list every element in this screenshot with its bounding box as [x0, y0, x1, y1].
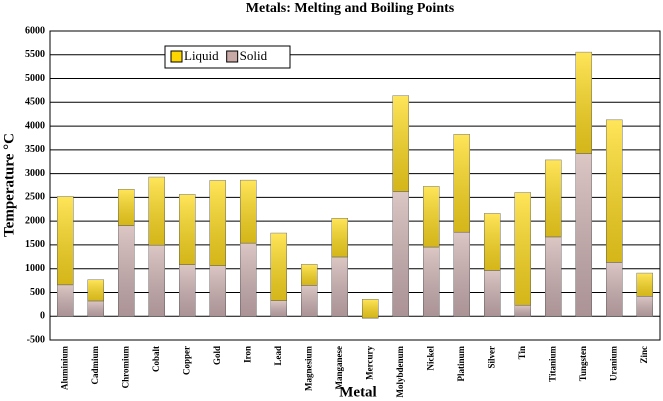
x-axis-label: Metal — [339, 384, 376, 400]
bar-shade — [209, 180, 226, 266]
bar-shade — [636, 273, 653, 297]
bar-shade — [484, 213, 501, 271]
bar-shade — [514, 192, 531, 306]
bar-shade — [57, 284, 74, 317]
bar-shade — [118, 189, 135, 226]
x-tick-label: Gold — [212, 346, 222, 365]
bar-shade — [575, 52, 592, 154]
y-tick-label: 3500 — [25, 144, 45, 155]
x-tick-label: Copper — [181, 346, 191, 375]
bar-shade — [331, 218, 348, 257]
bar-shade — [514, 305, 531, 317]
x-tick-label: Tungsten — [578, 346, 588, 381]
bar-shade — [331, 256, 348, 317]
bar-shade — [270, 300, 287, 317]
bar-shade — [87, 279, 104, 301]
bar-shade — [545, 159, 562, 237]
bar-shade — [392, 191, 409, 317]
bar-shade — [179, 264, 196, 317]
x-tick-label: Mercury — [364, 346, 374, 380]
bar-shade — [423, 186, 440, 248]
x-tick-label: Uranium — [608, 346, 618, 382]
legend-swatch — [170, 50, 183, 63]
bar-shade — [606, 262, 623, 317]
bar-shade — [179, 194, 196, 265]
legend-label: Liquid — [184, 48, 219, 63]
bar-shade — [240, 180, 257, 244]
x-tick-label: Cobalt — [151, 346, 161, 372]
x-tick-label: Manganese — [334, 346, 344, 390]
legend-label: Solid — [240, 48, 268, 63]
bar-shade — [392, 95, 409, 192]
x-tick-label: Magnesium — [303, 345, 313, 391]
y-tick-label: 4500 — [25, 97, 45, 108]
x-tick-label: Titanium — [547, 346, 557, 382]
y-tick-label: 5000 — [25, 73, 45, 84]
y-tick-label: 1500 — [25, 239, 45, 250]
x-tick-label: Chromium — [120, 346, 130, 389]
bar-shade — [301, 285, 318, 317]
bar-shade — [362, 299, 379, 319]
bar-shade — [453, 232, 470, 317]
x-tick-label: Molybdenum — [395, 346, 405, 398]
bar-shade — [453, 134, 470, 233]
y-tick-label: 5500 — [25, 49, 45, 60]
bar-shade — [57, 196, 74, 285]
x-tick-label: Tin — [517, 346, 527, 359]
plot-area — [49, 30, 661, 341]
y-tick-label: 0 — [40, 311, 45, 322]
bar-shade — [423, 247, 440, 317]
bar-shade — [118, 225, 135, 317]
bar-shade — [270, 233, 287, 301]
y-tick-label: 4000 — [25, 120, 45, 131]
y-tick-label: 3000 — [25, 168, 45, 179]
bar-shade — [148, 177, 165, 246]
y-tick-label: -500 — [27, 334, 45, 345]
bar-shade — [545, 236, 562, 317]
bar-shade — [484, 270, 501, 317]
bar-shade — [606, 119, 623, 263]
x-tick-label: Aluminium — [59, 346, 69, 391]
bar-shade — [209, 265, 226, 317]
y-tick-label: 500 — [30, 287, 45, 298]
x-tick-label: Lead — [273, 346, 283, 366]
bar-shade — [240, 243, 257, 317]
y-tick-label: 6000 — [25, 25, 45, 36]
chart-title: Metals: Melting and Boiling Points — [246, 1, 455, 16]
bar-shade — [148, 245, 165, 317]
y-tick-label: 1000 — [25, 263, 45, 274]
y-tick-label: 2000 — [25, 215, 45, 226]
bar-shade — [301, 264, 318, 286]
y-tick-label: 2500 — [25, 192, 45, 203]
bar-shade — [636, 296, 653, 317]
x-tick-label: Silver — [486, 346, 496, 369]
x-tick-label: Platinum — [456, 346, 466, 382]
bar-shade — [575, 153, 592, 317]
x-tick-label: Nickel — [425, 346, 435, 371]
bar-shade — [87, 300, 104, 317]
x-tick-label: Zinc — [639, 346, 649, 364]
y-axis-label: Temperature °C — [1, 133, 17, 237]
legend-swatch — [226, 50, 239, 63]
x-tick-label: Cadmium — [90, 346, 100, 385]
x-tick-label: Iron — [242, 346, 252, 363]
